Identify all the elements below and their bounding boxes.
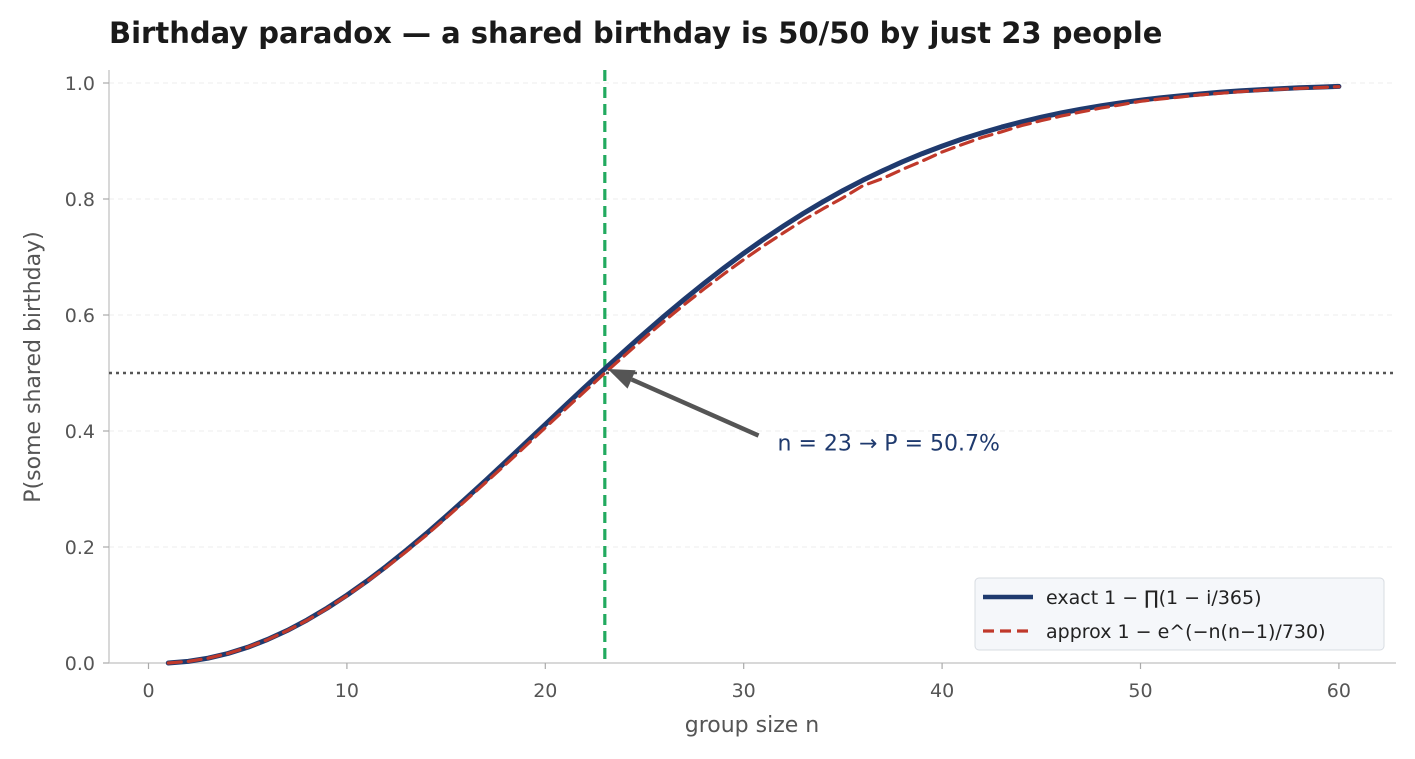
y-tick-label: 0.8 xyxy=(65,189,95,211)
approx-series-line xyxy=(166,85,1341,665)
x-tick-label: 0 xyxy=(142,680,154,702)
x-tick-label: 60 xyxy=(1327,680,1351,702)
x-tick-label: 20 xyxy=(533,680,557,702)
y-tick-label: 1.0 xyxy=(65,73,95,95)
y-tick-label: 0.2 xyxy=(65,537,95,559)
y-axis-ticks: 0.0 0.2 0.4 0.6 0.8 1.0 xyxy=(65,73,109,675)
x-tick-label: 30 xyxy=(732,680,756,702)
legend: exact 1 − ∏(1 − i/365) approx 1 − e^(−n(n… xyxy=(974,577,1385,651)
y-tick-label: 0.4 xyxy=(65,421,95,443)
reference-lines xyxy=(109,70,1396,663)
y-tick-label: 0.0 xyxy=(65,653,95,675)
legend-label-exact: exact 1 − ∏(1 − i/365) xyxy=(1046,587,1262,609)
exact-series-line xyxy=(165,83,1342,666)
x-tick-label: 50 xyxy=(1128,680,1152,702)
legend-label-approx: approx 1 − e^(−n(n−1)/730) xyxy=(1046,621,1326,643)
annotation-arrow-head xyxy=(607,368,636,389)
annotation: n = 23 → P = 50.7% xyxy=(607,368,1000,457)
annotation-arrow-shaft xyxy=(630,377,760,438)
legend-box xyxy=(974,577,1385,651)
y-axis-label: P(some shared birthday) xyxy=(21,231,46,502)
y-tick-label: 0.6 xyxy=(65,305,95,327)
axes xyxy=(108,70,1396,664)
chart-title: Birthday paradox — a shared birthday is … xyxy=(109,16,1162,50)
x-axis-ticks: 0 10 20 30 40 50 60 xyxy=(142,663,1351,702)
x-axis-label: group size n xyxy=(685,713,819,738)
series-lines xyxy=(165,83,1342,666)
x-tick-label: 10 xyxy=(335,680,359,702)
annotation-label: n = 23 → P = 50.7% xyxy=(778,432,1000,457)
x-tick-label: 40 xyxy=(930,680,954,702)
